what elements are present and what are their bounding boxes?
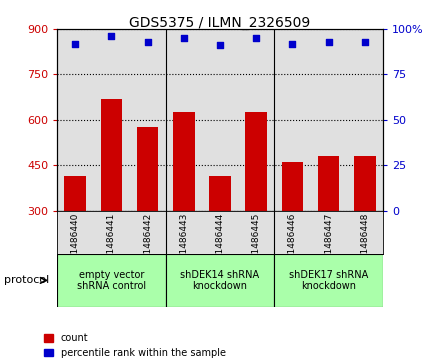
Bar (64, 176, 86, 301)
FancyBboxPatch shape (274, 254, 383, 307)
Point (325, 39, 332, 45)
Text: GSM1486448: GSM1486448 (360, 213, 369, 273)
Text: GSM1486443: GSM1486443 (180, 213, 188, 273)
Point (144, 39, 151, 45)
Legend: count, percentile rank within the sample: count, percentile rank within the sample (44, 333, 226, 358)
Bar (173, 112, 194, 301)
Text: shDEK17 shRNA
knockdown: shDEK17 shRNA knockdown (289, 270, 368, 291)
Text: GSM1486444: GSM1486444 (216, 213, 224, 273)
Text: empty vector
shRNA control: empty vector shRNA control (77, 270, 146, 291)
Text: GSM1486441: GSM1486441 (107, 213, 116, 273)
Point (289, 41, 296, 46)
FancyBboxPatch shape (57, 254, 166, 307)
Bar (101, 99, 122, 301)
Point (216, 42, 224, 48)
Point (361, 39, 368, 45)
Text: GSM1486445: GSM1486445 (252, 213, 260, 273)
Bar (318, 156, 339, 301)
Text: protocol: protocol (4, 276, 50, 285)
Text: GDS5375 / ILMN_2326509: GDS5375 / ILMN_2326509 (129, 16, 311, 30)
Text: GSM1486442: GSM1486442 (143, 213, 152, 273)
Bar (246, 112, 267, 301)
FancyBboxPatch shape (166, 254, 274, 307)
Bar (209, 176, 231, 301)
Point (72, 41, 79, 46)
Bar (137, 127, 158, 301)
Bar (282, 162, 303, 301)
Text: GSM1486447: GSM1486447 (324, 213, 333, 273)
Point (108, 33, 115, 39)
Point (180, 35, 187, 41)
Text: GSM1486440: GSM1486440 (71, 213, 80, 273)
Point (253, 35, 260, 41)
Bar (354, 156, 376, 301)
Text: GSM1486446: GSM1486446 (288, 213, 297, 273)
Text: shDEK14 shRNA
knockdown: shDEK14 shRNA knockdown (180, 270, 260, 291)
